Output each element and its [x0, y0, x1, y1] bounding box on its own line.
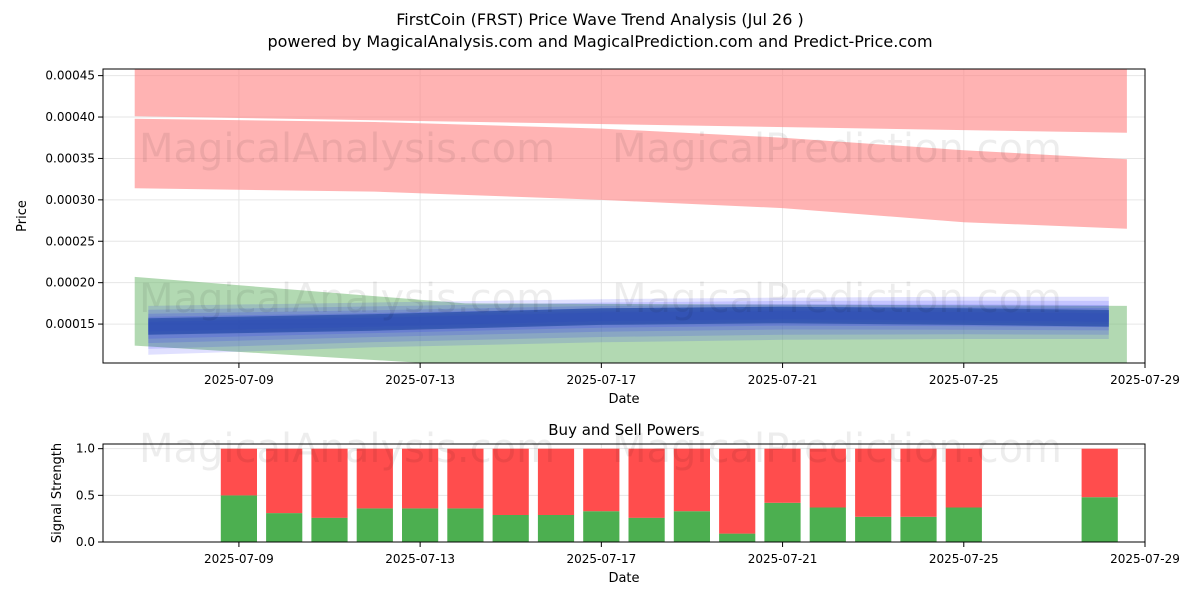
watermark-text: MagicalAnalysis.com	[139, 426, 555, 472]
x-tick-label: 2025-07-17	[566, 373, 636, 387]
y-tick-label: 1.0	[76, 442, 95, 456]
sell-bar	[900, 448, 937, 517]
sell-bar	[855, 448, 892, 517]
x-tick-label: 2025-07-25	[929, 552, 999, 566]
signal-chart: MagicalAnalysis.com MagicalPrediction.com…	[50, 421, 1180, 586]
buy-bar	[402, 508, 439, 542]
x-axis-label: Date	[608, 571, 639, 586]
sell-bar	[945, 448, 982, 508]
x-tick-label: 2025-07-13	[385, 552, 455, 566]
price-chart: MagicalAnalysis.com MagicalPrediction.com…	[15, 68, 1180, 407]
sell-bar	[673, 448, 710, 512]
buy-bar	[537, 514, 575, 542]
sell-bar	[583, 448, 620, 512]
x-tick-label: 2025-07-25	[929, 373, 999, 387]
watermark-text: MagicalAnalysis.com	[139, 126, 555, 172]
sell-bar	[809, 448, 846, 508]
buy-bar	[673, 511, 710, 542]
buy-bar	[628, 517, 665, 542]
x-tick-label: 2025-07-29	[1110, 373, 1180, 387]
price-plot-area	[134, 69, 1127, 363]
sell-bar	[220, 448, 257, 496]
x-axis-label: Date	[608, 392, 639, 407]
y-tick-label: 0.0	[76, 535, 95, 549]
x-tick-label: 2025-07-29	[1110, 552, 1180, 566]
sell-bar	[402, 448, 439, 509]
buy-bar	[220, 495, 257, 542]
y-tick-label: 0.00015	[45, 317, 95, 331]
y-tick-label: 0.00040	[45, 110, 95, 124]
y-tick-label: 0.5	[76, 488, 95, 502]
signal-chart-title: Buy and Sell Powers	[548, 421, 700, 439]
x-tick-label: 2025-07-13	[385, 373, 455, 387]
buy-bar	[583, 511, 620, 542]
x-tick-label: 2025-07-09	[204, 373, 274, 387]
buy-bar	[266, 513, 303, 542]
y-tick-label: 0.00035	[45, 151, 95, 165]
watermark-text: MagicalPrediction.com	[612, 126, 1062, 172]
buy-bar	[447, 508, 484, 542]
x-tick-label: 2025-07-17	[566, 552, 636, 566]
y-tick-label: 0.00045	[45, 69, 95, 83]
y-tick-label: 0.00030	[45, 193, 95, 207]
buy-bar	[945, 507, 982, 542]
buy-bar	[764, 502, 801, 542]
watermark-text: MagicalPrediction.com	[612, 276, 1062, 322]
resistance-band	[134, 69, 1127, 133]
sell-bar	[492, 448, 529, 515]
y-tick-label: 0.00025	[45, 234, 95, 248]
sell-bar	[311, 448, 348, 518]
sell-bar	[764, 448, 801, 503]
sell-bar	[1081, 448, 1118, 498]
sell-bar	[719, 448, 756, 534]
plot-frame	[102, 443, 1146, 543]
buy-bar	[900, 516, 937, 542]
plot-frame	[102, 68, 1146, 364]
sell-bar	[537, 448, 575, 515]
x-tick-label: 2025-07-09	[204, 552, 274, 566]
x-tick-label: 2025-07-21	[748, 373, 818, 387]
chart-title: FirstCoin (FRST) Price Wave Trend Analys…	[396, 10, 803, 29]
buy-bar	[492, 514, 529, 542]
watermark-text: MagicalPrediction.com	[612, 426, 1062, 472]
x-tick-label: 2025-07-21	[748, 552, 818, 566]
y-tick-label: 0.00020	[45, 276, 95, 290]
watermark-text: MagicalAnalysis.com	[139, 276, 555, 322]
buy-bar	[356, 508, 393, 542]
sell-bar	[266, 448, 303, 514]
buy-bar	[1081, 497, 1118, 542]
sell-bar	[356, 448, 393, 509]
chart-subtitle: powered by MagicalAnalysis.com and Magic…	[267, 32, 932, 51]
buy-bar	[311, 517, 348, 542]
buy-bar	[809, 507, 846, 542]
y-axis-label: Signal Strength	[50, 443, 65, 543]
buy-bar	[719, 533, 756, 542]
sell-bar	[447, 448, 484, 509]
resistance-band	[134, 118, 1127, 229]
prediction-core-band	[148, 306, 1109, 335]
buy-bar	[855, 516, 892, 542]
sell-bar	[628, 448, 665, 518]
y-axis-label: Price	[15, 200, 30, 232]
